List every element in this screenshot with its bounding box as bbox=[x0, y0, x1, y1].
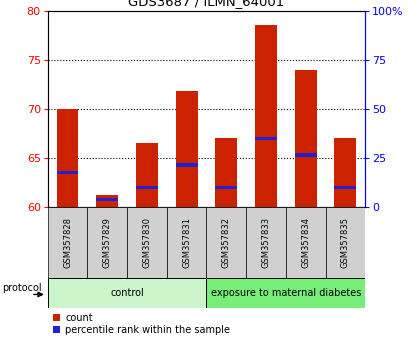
Bar bbox=[136, 143, 158, 207]
Bar bbox=[295, 153, 317, 157]
Text: GSM357834: GSM357834 bbox=[301, 217, 310, 268]
Title: GDS3687 / ILMN_64001: GDS3687 / ILMN_64001 bbox=[128, 0, 285, 8]
Bar bbox=[96, 195, 118, 207]
Bar bbox=[57, 109, 78, 207]
Bar bbox=[246, 207, 286, 278]
Text: GSM357829: GSM357829 bbox=[103, 217, 112, 268]
Text: GSM357828: GSM357828 bbox=[63, 217, 72, 268]
Text: GSM357833: GSM357833 bbox=[261, 217, 271, 268]
Text: GSM357830: GSM357830 bbox=[142, 217, 151, 268]
Bar bbox=[215, 186, 237, 189]
Bar bbox=[136, 186, 158, 189]
Text: protocol: protocol bbox=[2, 284, 42, 293]
Bar bbox=[255, 137, 277, 140]
Bar bbox=[88, 207, 127, 278]
Bar bbox=[48, 278, 207, 308]
Bar bbox=[207, 207, 246, 278]
Bar bbox=[255, 25, 277, 207]
Bar bbox=[48, 207, 88, 278]
Text: control: control bbox=[110, 288, 144, 298]
Bar bbox=[96, 198, 118, 201]
Text: GSM357831: GSM357831 bbox=[182, 217, 191, 268]
Bar bbox=[167, 207, 207, 278]
Bar bbox=[286, 207, 325, 278]
Bar bbox=[334, 186, 356, 189]
Bar bbox=[176, 163, 198, 167]
Bar bbox=[334, 138, 356, 207]
Legend: count, percentile rank within the sample: count, percentile rank within the sample bbox=[53, 313, 230, 335]
Bar bbox=[176, 91, 198, 207]
Bar bbox=[127, 207, 167, 278]
Text: GSM357835: GSM357835 bbox=[341, 217, 350, 268]
Text: exposure to maternal diabetes: exposure to maternal diabetes bbox=[211, 288, 361, 298]
Bar bbox=[57, 171, 78, 175]
Bar bbox=[295, 69, 317, 207]
Bar bbox=[207, 278, 365, 308]
Bar bbox=[325, 207, 365, 278]
Bar bbox=[215, 138, 237, 207]
Text: GSM357832: GSM357832 bbox=[222, 217, 231, 268]
